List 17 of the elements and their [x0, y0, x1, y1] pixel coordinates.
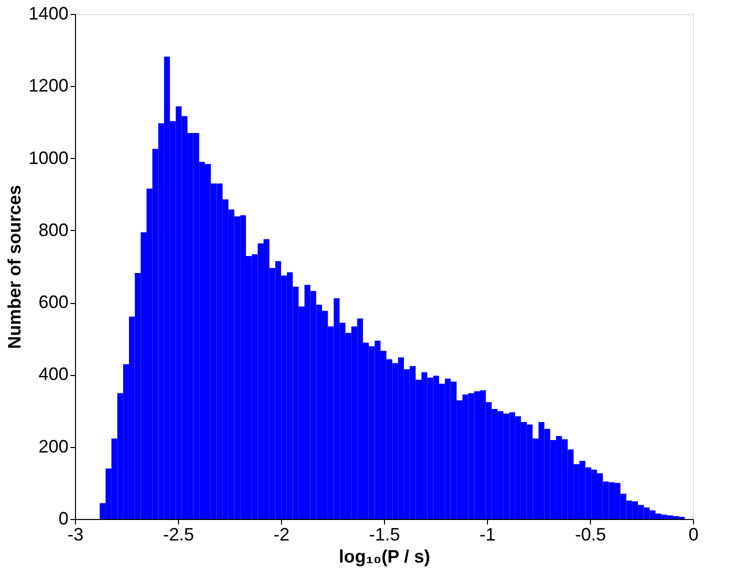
x-tick-label: -1.5 — [368, 524, 400, 544]
y-tick-label: 0 — [58, 508, 68, 528]
y-tick-label: 1400 — [28, 4, 68, 24]
y-tick-label: 200 — [38, 436, 68, 456]
y-tick-label: 1000 — [28, 148, 68, 168]
y-tick-label: 400 — [38, 364, 68, 384]
y-tick-label: 600 — [38, 292, 68, 312]
x-tick-label: -0.5 — [574, 524, 606, 544]
x-tick-label: -2.5 — [162, 524, 194, 544]
y-axis-title: Number of sources — [4, 184, 24, 350]
x-tick-label: -1 — [479, 524, 496, 544]
y-tick-label: 1200 — [28, 76, 68, 96]
x-tick-label: 0 — [688, 524, 699, 544]
y-tick-label: 800 — [38, 220, 68, 240]
x-axis-title: log₁₀(P / s) — [338, 546, 430, 566]
x-tick-label: -2 — [273, 524, 290, 544]
x-tick-label: -3 — [67, 524, 84, 544]
